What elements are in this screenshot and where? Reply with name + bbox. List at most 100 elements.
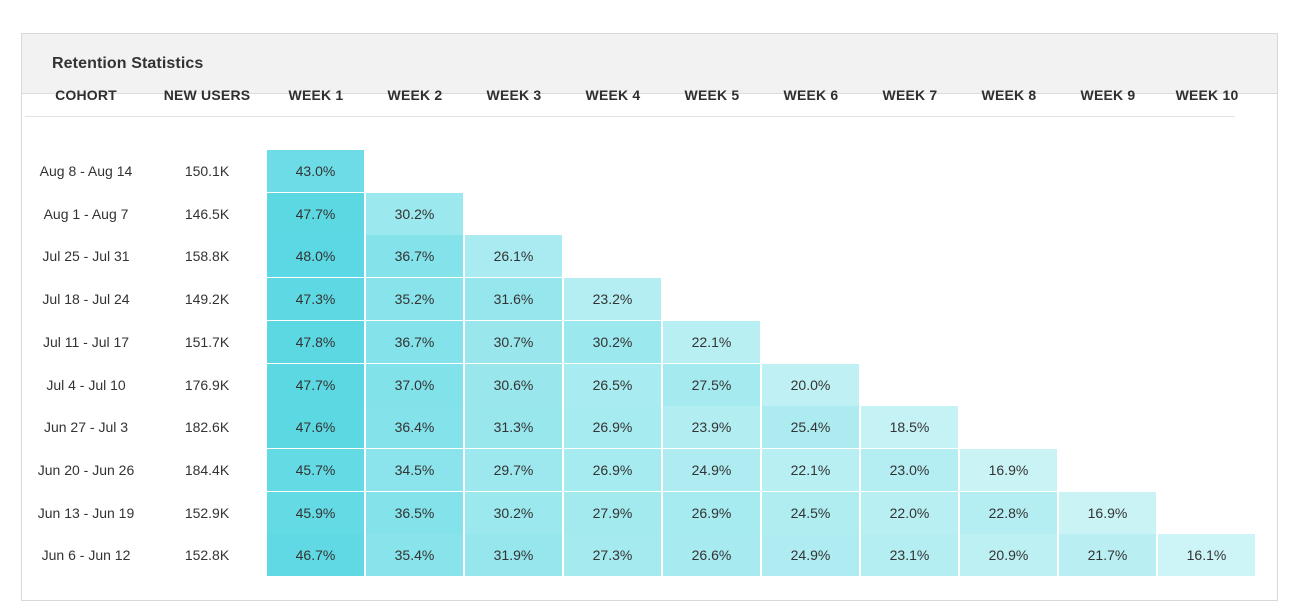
- column-headers: COHORT NEW USERS WEEK 1 WEEK 2 WEEK 3 WEEK 4 W…: [25, 84, 1238, 117]
- new-users-value: 176.9K: [184, 376, 230, 393]
- new-users-value: 149.2K: [184, 291, 230, 308]
- table-row: Jul 11 - Jul 17 151.7K 47.8% 36.7% 30.7% 30.2…: [25, 320, 1235, 363]
- column-header-cohort: COHORT: [55, 87, 117, 103]
- retention-cell: 23.0%: [861, 448, 958, 491]
- retention-cell: 34.5%: [366, 448, 463, 491]
- retention-cell: 22.8%: [960, 491, 1057, 534]
- retention-cell: 30.2%: [465, 491, 562, 534]
- retention-cell: 43.0%: [267, 150, 364, 192]
- retention-cell: 26.5%: [564, 363, 661, 406]
- new-users-value: 182.6K: [184, 419, 230, 436]
- cohort-label: Aug 8 - Aug 14: [39, 163, 133, 179]
- column-header-week-4: WEEK 4: [585, 87, 641, 103]
- retention-cell: 26.9%: [564, 448, 661, 491]
- retention-cell: 35.4%: [366, 534, 463, 577]
- retention-cell: 29.7%: [465, 448, 562, 491]
- retention-cell: 30.6%: [465, 363, 562, 406]
- column-header-week-5: WEEK 5: [684, 87, 740, 103]
- cohort-label: Jul 18 - Jul 24: [42, 291, 130, 308]
- retention-cell: 46.7%: [267, 534, 364, 577]
- table-row: Jun 13 - Jun 19 152.9K 45.9% 36.5% 30.2% 27.9…: [25, 491, 1235, 534]
- retention-cell: 47.7%: [267, 192, 364, 235]
- retention-cell: 26.9%: [564, 406, 661, 449]
- column-header-week-3: WEEK 3: [486, 87, 542, 103]
- retention-cell: 20.0%: [762, 363, 859, 406]
- retention-cell: 36.7%: [366, 235, 463, 278]
- table-row: Jun 20 - Jun 26 184.4K 45.7% 34.5% 29.7% 26.9…: [25, 448, 1235, 491]
- retention-cell: 26.6%: [663, 534, 760, 577]
- cohort-label: Jul 4 - Jul 10: [46, 376, 126, 393]
- table-row: Jul 25 - Jul 31 158.8K 48.0% 36.7% 26.1%: [25, 235, 1235, 278]
- retention-cell: 26.1%: [465, 235, 562, 278]
- retention-cell: 21.7%: [1059, 534, 1156, 577]
- retention-cell: 36.4%: [366, 406, 463, 449]
- retention-cell: 22.0%: [861, 491, 958, 534]
- column-header-week-6: WEEK 6: [783, 87, 839, 103]
- retention-cell: 23.1%: [861, 534, 958, 577]
- column-header-week-8: WEEK 8: [981, 87, 1037, 103]
- table-row: Jul 18 - Jul 24 149.2K 47.3% 35.2% 31.6% 23.2…: [25, 278, 1235, 321]
- column-header-week-10: WEEK 10: [1175, 87, 1239, 103]
- retention-cell: 24.5%: [762, 491, 859, 534]
- cohort-label: Jul 25 - Jul 31: [42, 248, 130, 265]
- retention-cell: 48.0%: [267, 235, 364, 278]
- retention-cell: 22.1%: [663, 320, 760, 363]
- retention-cell: 35.2%: [366, 278, 463, 321]
- column-header-week-2: WEEK 2: [387, 87, 443, 103]
- retention-cell: 16.9%: [1059, 491, 1156, 534]
- new-users-value: 152.8K: [184, 547, 230, 564]
- table-row: Jul 4 - Jul 10 176.9K 47.7% 37.0% 30.6% 26.5%…: [25, 363, 1235, 406]
- retention-cell: 47.6%: [267, 406, 364, 449]
- new-users-value: 152.9K: [184, 504, 230, 521]
- retention-cell: 45.9%: [267, 491, 364, 534]
- retention-cell: 31.9%: [465, 534, 562, 577]
- retention-cell: 16.9%: [960, 448, 1057, 491]
- retention-cell: 23.2%: [564, 278, 661, 321]
- new-users-value: 158.8K: [184, 248, 230, 265]
- column-header-week-7: WEEK 7: [882, 87, 938, 103]
- retention-cell: 16.1%: [1158, 534, 1255, 577]
- retention-cell: 20.9%: [960, 534, 1057, 577]
- cohort-label: Jul 11 - Jul 17: [42, 333, 130, 350]
- retention-cell: 36.7%: [366, 320, 463, 363]
- retention-cell: 24.9%: [663, 448, 760, 491]
- retention-cell: 31.6%: [465, 278, 562, 321]
- column-header-week-1: WEEK 1: [288, 87, 344, 103]
- retention-cell: 23.9%: [663, 406, 760, 449]
- retention-cell: 36.5%: [366, 491, 463, 534]
- column-header-week-9: WEEK 9: [1080, 87, 1136, 103]
- retention-cell: 45.7%: [267, 448, 364, 491]
- new-users-value: 150.1K: [184, 163, 230, 179]
- table-row: Aug 1 - Aug 7 146.5K 47.7% 30.2%: [25, 192, 1235, 235]
- table-row: Aug 8 - Aug 14 150.1K 43.0%: [25, 150, 1235, 192]
- retention-cell: 30.7%: [465, 320, 562, 363]
- retention-cell: 18.5%: [861, 406, 958, 449]
- retention-cell: 27.5%: [663, 363, 760, 406]
- retention-cell: 27.9%: [564, 491, 661, 534]
- cohort-label: Jun 27 - Jul 3: [43, 419, 129, 436]
- retention-cell: 30.2%: [366, 192, 463, 235]
- cohort-label: Jun 13 - Jun 19: [37, 504, 135, 521]
- retention-cell: 24.9%: [762, 534, 859, 577]
- cohort-label: Aug 1 - Aug 7: [43, 205, 129, 222]
- cohort-label: Jun 20 - Jun 26: [37, 461, 135, 478]
- table-row: Jun 6 - Jun 12 152.8K 46.7% 35.4% 31.9% 27.3%…: [25, 534, 1255, 577]
- new-users-value: 146.5K: [184, 205, 230, 222]
- cohort-label: Jun 6 - Jun 12: [41, 547, 131, 564]
- new-users-value: 184.4K: [184, 461, 230, 478]
- retention-cell: 27.3%: [564, 534, 661, 577]
- retention-cell: 47.3%: [267, 278, 364, 321]
- retention-cell: 22.1%: [762, 448, 859, 491]
- retention-table: COHORT NEW USERS WEEK 1 WEEK 2 WEEK 3 WEEK 4 W…: [25, 84, 1255, 577]
- retention-cell: 26.9%: [663, 491, 760, 534]
- panel-title: Retention Statistics: [52, 55, 204, 72]
- retention-cell: 47.8%: [267, 320, 364, 363]
- retention-cell: 30.2%: [564, 320, 661, 363]
- retention-cell: 47.7%: [267, 363, 364, 406]
- table-row: Jun 27 - Jul 3 182.6K 47.6% 36.4% 31.3% 26.9%…: [25, 406, 1235, 449]
- retention-cell: 25.4%: [762, 406, 859, 449]
- panel-header: Retention Statistics: [22, 34, 1277, 94]
- retention-cell: 37.0%: [366, 363, 463, 406]
- column-header-new-users: NEW USERS: [163, 87, 251, 103]
- retention-cell: 31.3%: [465, 406, 562, 449]
